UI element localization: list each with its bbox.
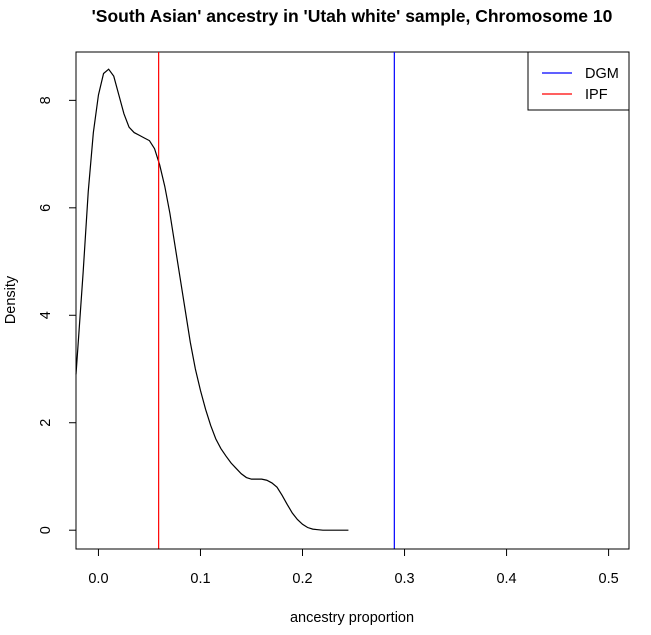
y-tick-label: 6 [38, 204, 54, 212]
legend-label-ipf: IPF [585, 87, 608, 103]
x-tick-label: 0.3 [394, 571, 414, 587]
y-tick-label: 4 [38, 311, 54, 319]
x-tick-label: 0.1 [190, 571, 210, 587]
density-curve-1 [75, 68, 349, 531]
x-tick-label: 0.4 [496, 571, 516, 587]
legend-label-dgm: DGM [585, 66, 619, 82]
y-axis: 0 2 4 6 8 [38, 96, 77, 534]
legend: DGM IPF [527, 51, 630, 111]
x-tick-label: 0.2 [292, 571, 312, 587]
legend-box [527, 51, 630, 111]
x-axis: 0.0 0.1 0.2 0.3 0.4 0.5 [88, 548, 619, 587]
x-tick-label: 0.5 [599, 571, 619, 587]
chart-title: 'South Asian' ancestry in 'Utah white' s… [92, 6, 613, 26]
x-axis-label: ancestry proportion [290, 610, 414, 626]
y-tick-label: 8 [38, 96, 54, 104]
plot-area [75, 51, 630, 550]
x-tick-label: 0.0 [88, 571, 108, 587]
y-tick-label: 2 [38, 419, 54, 427]
y-tick-label: 0 [38, 526, 54, 534]
y-axis-label: Density [3, 275, 19, 324]
